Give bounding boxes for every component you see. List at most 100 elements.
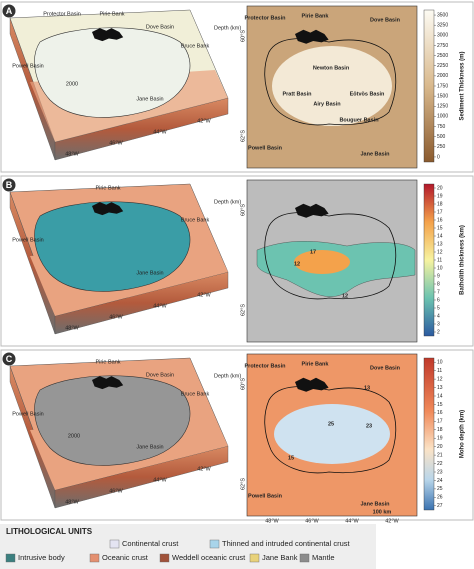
legend-swatch: [5, 553, 16, 563]
block-label: Powell Basin: [12, 237, 44, 243]
legend-swatch: [89, 553, 100, 563]
colorbar-tick-label: 1750: [437, 83, 448, 89]
map-longitude: 48°W: [265, 518, 279, 524]
map-label: Powell Basin: [248, 493, 283, 499]
map-label: Dove Basin: [370, 365, 401, 371]
batholith-core: [294, 250, 350, 274]
colorbar-tick-label: 5: [437, 305, 440, 311]
map-longitude: 44°W: [345, 518, 359, 524]
colorbar-tick-label: 11: [437, 257, 442, 263]
colorbar-tick-label: 3250: [437, 23, 448, 29]
depth-label: Depth (km): [214, 373, 241, 379]
legend-box: [0, 524, 376, 569]
colorbar-tick-label: 11: [437, 368, 442, 374]
map-label: Protector Basin: [245, 363, 287, 369]
latitude-label: 62°S: [240, 478, 246, 490]
map-label: Pirie Bank: [302, 361, 330, 367]
colorbar-tick-label: 26: [437, 495, 443, 501]
block-label: Bruce Bank: [181, 217, 210, 223]
map-islands: [295, 29, 329, 44]
panel-badge: [2, 352, 16, 366]
legend-swatch: [299, 553, 310, 563]
colorbar-tick-label: 2500: [437, 53, 448, 59]
map-label: 15: [288, 455, 294, 461]
colorbar-tick-label: 3: [437, 321, 440, 327]
block-label: Jane Basin: [136, 270, 163, 276]
block-label: Powell Basin: [12, 411, 44, 417]
colorbar-title: Moho depth (km): [460, 410, 466, 458]
latitude-label: 60°S: [240, 204, 246, 216]
basin-fill: [272, 46, 392, 126]
depth-label: Depth (km): [214, 25, 241, 31]
panel-frame: [0, 349, 474, 521]
map-label: Protector Basin: [245, 15, 287, 21]
panel-badge: [2, 178, 16, 192]
colorbar-tick-label: 15: [437, 402, 443, 408]
panel-label: A: [6, 6, 13, 16]
panel-label: B: [6, 180, 13, 190]
latitude-label: 62°S: [240, 304, 246, 316]
colorbar-tick-label: 1250: [437, 104, 448, 110]
colorbar-tick-label: 2000: [437, 73, 448, 79]
colorbar-title: Batholith thickness (km): [460, 225, 466, 295]
legend-swatch: [109, 539, 120, 549]
map-label: Pratt Basin: [282, 91, 312, 97]
colorbar-tick-label: 19: [437, 436, 443, 442]
map-label: 25: [328, 421, 334, 427]
map-islands: [295, 203, 329, 218]
colorbar-tick-label: 17: [437, 209, 443, 215]
map-label: 12: [342, 293, 348, 299]
map-label: Jane Basin: [360, 501, 390, 507]
legend-swatch: [159, 553, 170, 563]
colorbar-tick-label: 9: [437, 273, 440, 279]
legend-title: LITHOLOGICAL UNITS: [6, 527, 93, 536]
colorbar-tick-label: 2: [437, 329, 440, 335]
legend-item: Thinned and intruded continental crust: [222, 539, 351, 548]
colorbar-tick-label: 8: [437, 281, 440, 287]
block-label: Dove Basin: [146, 372, 174, 378]
panel-badge: [2, 4, 16, 18]
map-label: Pirie Bank: [302, 13, 330, 19]
colorbar: [423, 9, 435, 163]
block-label: Protector Basin: [43, 11, 81, 17]
colorbar-tick-label: 18: [437, 427, 443, 433]
colorbar-tick-label: 2750: [437, 43, 448, 49]
colorbar-tick-label: 21: [437, 452, 443, 458]
depth-label: Depth (km): [214, 199, 241, 205]
colorbar-tick-label: 25: [437, 486, 443, 492]
longitude-label: 46°W: [109, 314, 123, 320]
map-label: Jane Basin: [360, 151, 390, 157]
colorbar-tick-label: 17: [437, 419, 443, 425]
block-label: Pirie Bank: [99, 11, 124, 17]
map-label: 12: [294, 261, 300, 267]
map: 17 12 12 60°S 62°S: [240, 179, 418, 343]
colorbar-tick-label: 14: [437, 233, 443, 239]
colorbar: [423, 183, 435, 337]
legend-item: Oceanic crust: [102, 553, 149, 562]
panel: A Protector Basin Pirie Bank Dove Basin Bruc…: [0, 1, 474, 173]
longitude-label: 46°W: [109, 140, 123, 146]
colorbar-tick-label: 19: [437, 193, 443, 199]
block-basin: [34, 201, 191, 292]
colorbar-tick-label: 20: [437, 444, 443, 450]
colorbar-tick-label: 6: [437, 297, 440, 303]
coastline: [264, 212, 397, 300]
block-label: 2000: [66, 81, 78, 87]
legend-item: Weddell oceanic crust: [172, 553, 246, 562]
colorbar-tick-label: 0: [437, 154, 440, 160]
block-label: Pirie Bank: [95, 359, 120, 365]
colorbar-tick-label: 1000: [437, 114, 448, 120]
colorbar-tick-label: 4: [437, 313, 440, 319]
panel: C Pirie Bank Dove Basin Bruce Bank Powell Ba…: [0, 349, 474, 524]
latitude-label: 60°S: [240, 30, 246, 42]
longitude-label: 42°W: [197, 118, 211, 124]
colorbar-tick-label: 12: [437, 249, 443, 255]
colorbar-tick-label: 750: [437, 124, 446, 130]
longitude-label: 48°W: [65, 499, 79, 505]
colorbar-tick-label: 13: [437, 241, 443, 247]
legend-item: Mantle: [312, 553, 335, 562]
panel-frame: [0, 175, 474, 347]
block-label: Bruce Bank: [181, 43, 210, 49]
colorbar-tick-label: 1500: [437, 93, 448, 99]
colorbar-tick-label: 16: [437, 410, 443, 416]
